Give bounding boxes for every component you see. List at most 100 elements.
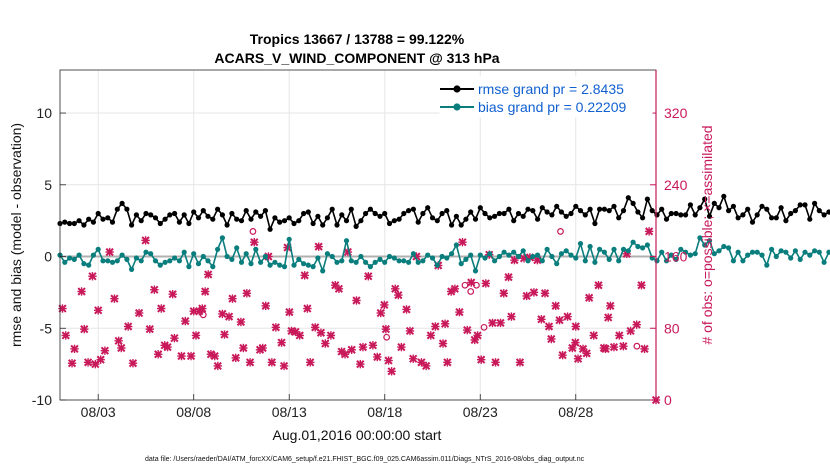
- bias-point: [267, 262, 273, 268]
- bias-point: [802, 249, 808, 255]
- obs-assimilated-point: [571, 338, 580, 347]
- bias-point: [635, 243, 641, 250]
- bias-point: [296, 256, 302, 262]
- obs-assimilated-point: [117, 343, 126, 353]
- obs-assimilated-point: [58, 304, 67, 313]
- rmse-point: [176, 219, 182, 225]
- bias-point: [391, 255, 397, 261]
- bias-point: [329, 253, 335, 260]
- legend-bias-marker: [453, 103, 461, 111]
- legend: rmse grand pr = 2.8435 bias grand pr = 0…: [439, 76, 653, 118]
- rmse-point: [659, 206, 665, 212]
- obs-assimilated-point: [481, 279, 490, 288]
- obs-assimilated-point: [544, 322, 554, 331]
- rmse-point: [386, 220, 393, 227]
- bias-point: [573, 255, 579, 261]
- rmse-point: [95, 210, 101, 217]
- rmse-point: [339, 212, 345, 218]
- obs-assimilated-point: [352, 296, 361, 305]
- obs-assimilated-point: [94, 306, 103, 315]
- obs-assimilated-point: [316, 328, 326, 337]
- rmse-point: [143, 210, 149, 217]
- rmse-point: [697, 205, 703, 211]
- bias-point: [148, 251, 154, 257]
- rmse-point: [71, 220, 77, 227]
- bias-series: [57, 235, 830, 274]
- rmse-point: [644, 196, 651, 202]
- bias-point: [162, 259, 168, 265]
- rmse-point: [67, 220, 73, 227]
- rmse-point: [611, 203, 617, 209]
- rmse-point: [353, 223, 359, 229]
- obs-assimilated-point: [431, 322, 440, 331]
- rmse-point: [506, 206, 512, 212]
- obs-assimilated-point: [606, 301, 615, 311]
- y-axis-label-left: rmse and bias (model - observation): [8, 123, 24, 347]
- obs-assimilated-point: [224, 312, 234, 321]
- bias-point: [444, 255, 450, 261]
- bias-point: [501, 249, 507, 255]
- obs-assimilated-point: [314, 242, 323, 251]
- obs-assimilated-point: [191, 331, 201, 340]
- x-tick-label: 08/28: [558, 404, 593, 420]
- rmse-point: [740, 212, 746, 218]
- bias-point: [439, 253, 445, 260]
- rmse-point: [807, 216, 813, 222]
- rmse-point: [749, 219, 756, 225]
- bias-point: [683, 249, 689, 255]
- rmse-point: [320, 222, 326, 228]
- rmse-point: [296, 218, 302, 224]
- obs-assimilated-point: [340, 350, 350, 359]
- rmse-point: [109, 219, 116, 225]
- rmse-point: [277, 219, 283, 225]
- rmse-point: [716, 205, 722, 211]
- obs-assimilated-point: [258, 343, 267, 353]
- obs-assimilated-point: [242, 289, 252, 298]
- bias-point: [167, 258, 173, 264]
- obs-assimilated-point: [594, 281, 603, 290]
- rmse-point: [649, 208, 655, 214]
- bias-point: [492, 258, 498, 264]
- bias-point: [468, 252, 474, 258]
- rmse-point: [721, 193, 727, 199]
- rmse-point: [348, 206, 354, 212]
- rmse-point: [539, 205, 545, 211]
- y-left-tick-label: -5: [40, 320, 53, 336]
- rmse-point: [654, 212, 660, 218]
- bias-point: [143, 249, 149, 255]
- bias-point: [401, 258, 407, 264]
- bias-point: [797, 256, 803, 262]
- obs-assimilated-point: [250, 237, 259, 247]
- rmse-point: [482, 210, 488, 217]
- bias-point: [372, 259, 378, 265]
- rmse-point: [683, 212, 689, 218]
- obs-assimilated-point: [458, 237, 467, 247]
- rmse-point: [769, 215, 775, 221]
- bias-point: [659, 249, 665, 255]
- bias-point: [706, 238, 713, 244]
- rmse-point: [234, 216, 240, 222]
- bias-point: [425, 252, 431, 258]
- bias-point: [663, 258, 670, 264]
- obs-assimilated-point: [504, 272, 513, 282]
- bias-point: [754, 249, 760, 255]
- obs-assimilated-point: [114, 336, 123, 346]
- bias-point: [320, 268, 326, 274]
- bias-point: [697, 235, 703, 241]
- obs-assimilated-point: [609, 342, 619, 352]
- bias-point: [778, 248, 784, 254]
- bias-point: [749, 249, 756, 255]
- bias-point: [272, 259, 278, 265]
- rmse-point: [797, 202, 803, 208]
- obs-assimilated-point: [271, 323, 281, 332]
- rmse-point: [191, 209, 197, 215]
- bias-point: [339, 258, 345, 264]
- rmse-point: [525, 206, 531, 212]
- rmse-point: [745, 206, 751, 212]
- bias-point: [587, 243, 593, 250]
- rmse-point: [410, 206, 416, 212]
- bias-point: [730, 258, 737, 264]
- rmse-point: [377, 213, 383, 219]
- bias-point: [238, 259, 245, 265]
- bias-point: [172, 255, 178, 261]
